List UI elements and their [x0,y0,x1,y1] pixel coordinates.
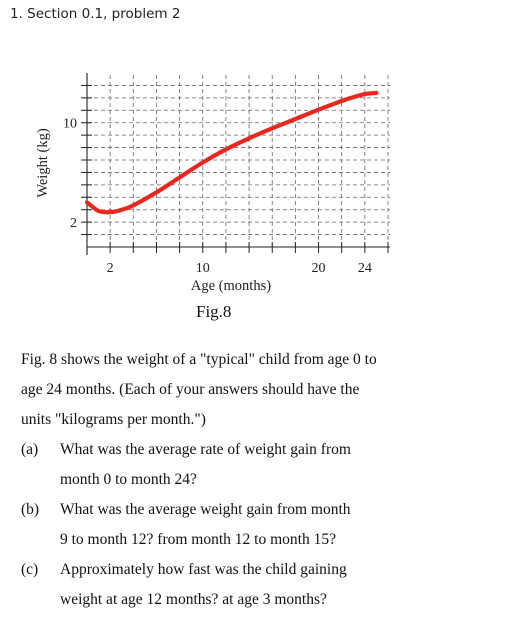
question-label: (a) [21,441,39,458]
x-axis-label: Age (months) [191,278,271,294]
problem-text-line: Fig. 8 shows the weight of a "typical" c… [21,351,377,368]
figure-caption: Fig.8 [196,302,232,321]
question-text: Approximately how fast was the child gai… [60,555,500,615]
y-tick-label: 10 [63,117,77,132]
question-label: (b) [21,501,40,518]
problem-heading: 1. Section 0.1, problem 2 [10,6,181,22]
question-label: (c) [21,561,39,578]
weight-chart: 2 10 20 24 2 10 Age (months) Weight (kg) [35,73,390,294]
question-text-line: month 0 to month 24? [60,471,197,488]
chart-axes [86,73,390,255]
x-tick-label: 20 [312,261,326,276]
x-tick-label: 10 [196,261,210,276]
question-text-line: What was the average rate of weight gain… [60,441,351,458]
chart-grid [87,75,390,247]
y-tick-label: 2 [70,216,77,231]
question-text-line: weight at age 12 months? at age 3 months… [60,591,327,608]
question-text: What was the average weight gain from mo… [60,495,500,555]
problem-text-line: units "kilograms per month.") [21,411,206,428]
y-axis-label: Weight (kg) [35,128,51,197]
question-text-line: What was the average weight gain from mo… [60,501,351,518]
x-tick-label: 2 [107,261,114,276]
x-tick-label: 24 [358,261,372,276]
question-text: What was the average rate of weight gain… [60,435,500,495]
question-text-line: 9 to month 12? from month 12 to month 15… [60,531,336,548]
problem-text-line: age 24 months. (Each of your answers sho… [21,381,360,398]
question-text-line: Approximately how fast was the child gai… [60,561,347,578]
chart-ticks [81,84,389,253]
chart-tick-labels: 2 10 20 24 2 10 [63,117,372,276]
weight-curve [84,90,379,215]
